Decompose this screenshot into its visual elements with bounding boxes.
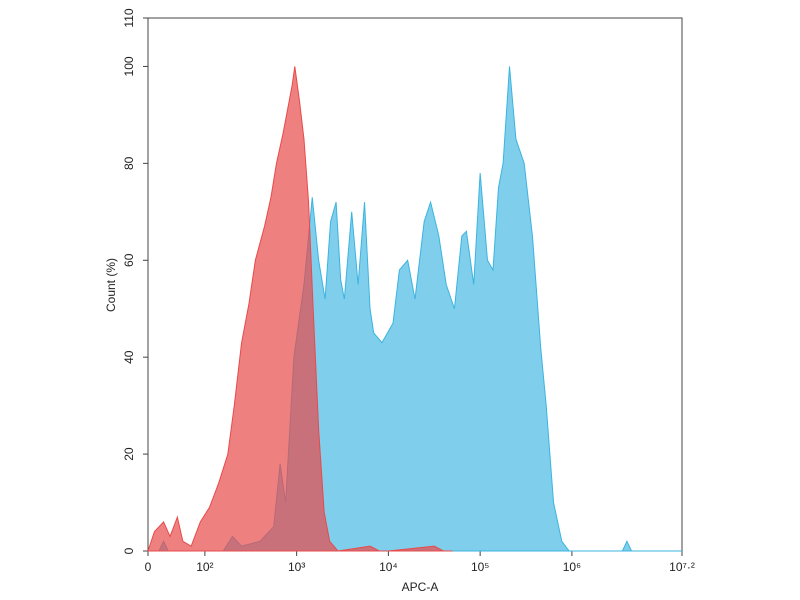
x-tick-label: 10⁷·²: [669, 560, 695, 574]
x-tick-label: 10²: [196, 560, 213, 574]
y-tick-label: 20: [122, 447, 136, 461]
x-tick-label: 10⁴: [379, 560, 398, 574]
x-tick-label: 10³: [288, 560, 305, 574]
y-tick-label: 60: [122, 253, 136, 267]
y-tick-label: 110: [122, 8, 136, 27]
y-tick-label: 100: [122, 56, 136, 76]
y-tick-label: 0: [122, 547, 136, 554]
y-tick-label: 40: [122, 350, 136, 364]
histogram-area: [147, 66, 453, 552]
y-axis-label: Count (%): [104, 258, 118, 312]
x-tick-label: 10⁵: [471, 560, 489, 574]
y-tick-label: 80: [122, 156, 136, 170]
x-axis-label: APC-A: [402, 580, 439, 594]
x-tick-label: 10⁶: [563, 560, 581, 574]
x-tick-label: 0: [145, 560, 152, 574]
